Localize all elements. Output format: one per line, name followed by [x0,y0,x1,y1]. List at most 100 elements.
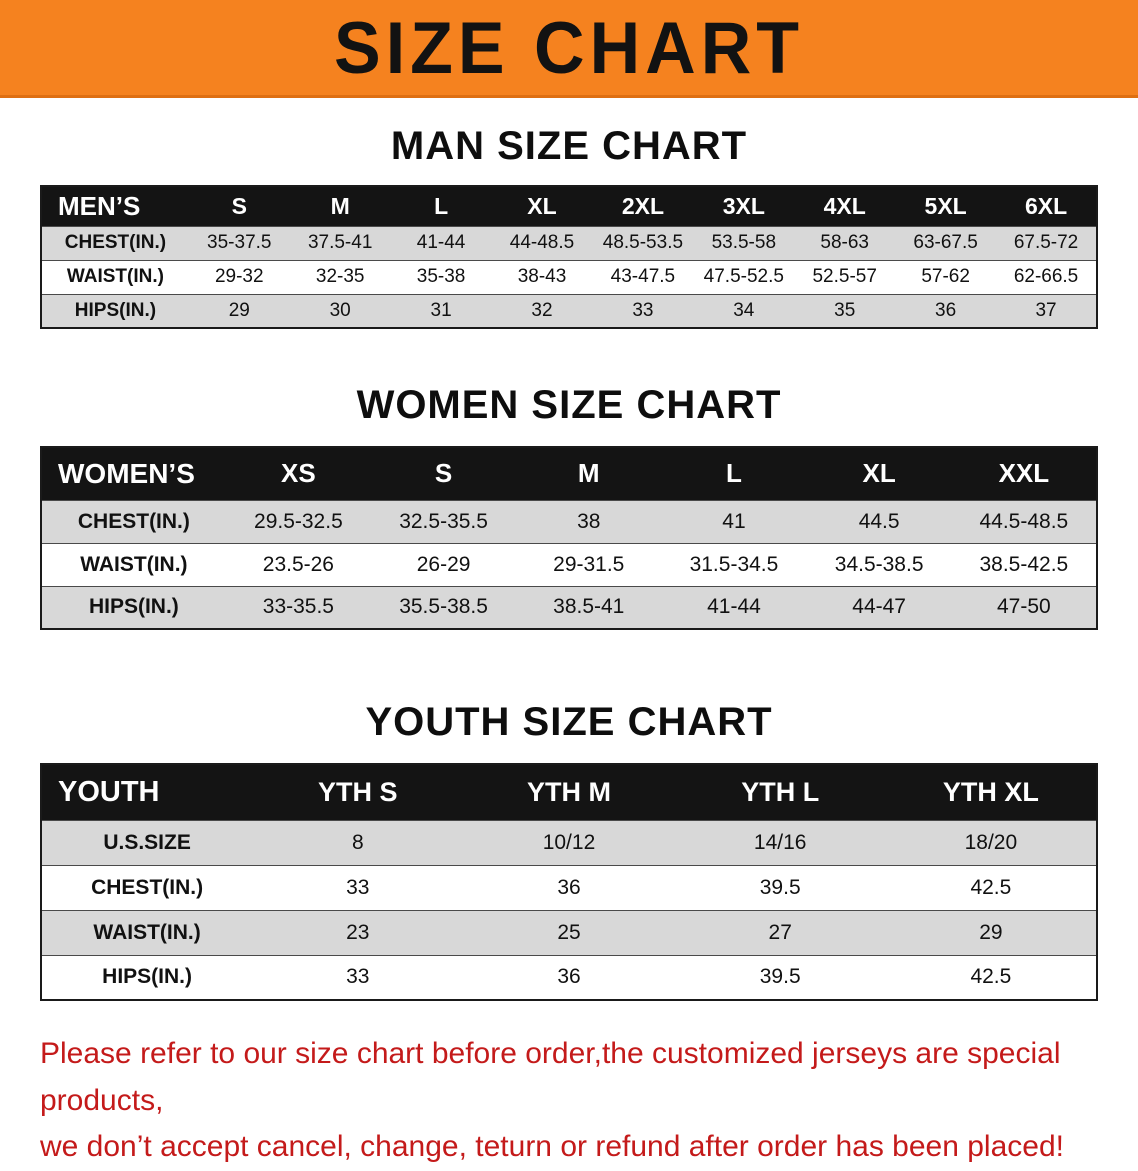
size-value-cell: 44.5 [806,499,952,544]
table-row: HIPS(IN.) 29 30 31 32 33 34 35 36 37 [41,293,1097,329]
size-value-cell: 35 [794,293,896,329]
table-header-row: MEN’S S M L XL 2XL 3XL 4XL 5XL 6XL [41,186,1097,226]
size-column-header: S [188,186,290,226]
disclaimer-line-1: Please refer to our size chart before or… [40,1037,1061,1117]
size-column-header: 6XL [996,186,1097,226]
size-value-cell: 38-43 [491,259,593,295]
size-value-cell: 33 [252,954,464,1001]
size-value-cell: 47-50 [951,585,1097,630]
size-value-cell: 32 [491,293,593,329]
size-value-cell: 18/20 [885,819,1097,866]
size-value-cell: 38 [516,499,662,544]
size-value-cell: 25 [463,909,675,956]
table-row: WAIST(IN.) 23 25 27 29 [41,909,1097,956]
disclaimer-text: Please refer to our size chart before or… [40,1031,1100,1171]
table-row: HIPS(IN.) 33 36 39.5 42.5 [41,954,1097,1001]
size-value-cell: 29-31.5 [516,542,662,587]
row-label-cell: HIPS(IN.) [41,585,226,630]
size-value-cell: 32-35 [289,259,391,295]
size-value-cell: 47.5-52.5 [693,259,795,295]
size-value-cell: 42.5 [885,954,1097,1001]
size-value-cell: 34.5-38.5 [806,542,952,587]
size-value-cell: 14/16 [674,819,886,866]
section-men: MAN SIZE CHART MEN’S S M L XL 2XL 3XL 4XL 5XL 6XL… [0,124,1138,329]
row-label-cell: CHEST(IN.) [41,864,253,911]
size-value-cell: 35-38 [390,259,492,295]
size-value-cell: 29.5-32.5 [225,499,371,544]
size-value-cell: 67.5-72 [996,225,1097,261]
size-value-cell: 48.5-53.5 [592,225,694,261]
size-column-header: L [661,447,807,500]
size-value-cell: 52.5-57 [794,259,896,295]
size-value-cell: 32.5-35.5 [370,499,517,544]
size-value-cell: 29 [885,909,1097,956]
size-value-cell: 41 [661,499,807,544]
size-column-header: L [390,186,492,226]
row-label-cell: WAIST(IN.) [41,909,253,956]
table-row: U.S.SIZE 8 10/12 14/16 18/20 [41,819,1097,866]
size-value-cell: 33-35.5 [225,585,371,630]
size-value-cell: 44-48.5 [491,225,593,261]
table-row: WAIST(IN.) 23.5-26 26-29 29-31.5 31.5-34.5 34… [41,542,1097,587]
size-column-header: 5XL [895,186,997,226]
size-value-cell: 63-67.5 [895,225,997,261]
men-section-heading: MAN SIZE CHART [390,124,748,168]
size-column-header: 3XL [693,186,795,226]
size-column-header: 2XL [592,186,694,226]
section-women: WOMEN SIZE CHART WOMEN’S XS S M L XL XXL CHEST(… [0,383,1138,630]
row-label-cell: HIPS(IN.) [41,293,189,329]
size-value-cell: 23 [252,909,464,956]
table-row: WAIST(IN.) 29-32 32-35 35-38 38-43 43-47.5 47.… [41,259,1097,295]
table-title-cell: MEN’S [41,186,189,226]
size-value-cell: 23.5-26 [225,542,371,587]
table-row: CHEST(IN.) 35-37.5 37.5-41 41-44 44-48.5 48.5… [41,225,1097,261]
table-row: CHEST(IN.) 33 36 39.5 42.5 [41,864,1097,911]
size-value-cell: 44.5-48.5 [951,499,1097,544]
size-value-cell: 36 [463,864,675,911]
size-value-cell: 35.5-38.5 [370,585,517,630]
size-value-cell: 33 [252,864,464,911]
size-value-cell: 26-29 [370,542,517,587]
size-value-cell: 30 [289,293,391,329]
row-label-cell: CHEST(IN.) [41,499,226,544]
size-value-cell: 41-44 [661,585,807,630]
size-column-header: XL [806,447,952,500]
size-value-cell: 31 [390,293,492,329]
size-value-cell: 53.5-58 [693,225,795,261]
size-value-cell: 39.5 [674,864,886,911]
women-section-heading: WOMEN SIZE CHART [356,383,782,427]
table-header-row: WOMEN’S XS S M L XL XXL [41,447,1097,500]
size-value-cell: 31.5-34.5 [661,542,807,587]
row-label-cell: WAIST(IN.) [41,259,189,295]
size-column-header: M [516,447,662,500]
size-value-cell: 39.5 [674,954,886,1001]
row-label-cell: HIPS(IN.) [41,954,253,1001]
size-value-cell: 42.5 [885,864,1097,911]
size-value-cell: 34 [693,293,795,329]
size-value-cell: 29-32 [188,259,290,295]
table-title-cell: YOUTH [41,764,253,820]
row-label-cell: CHEST(IN.) [41,225,189,261]
table-row: HIPS(IN.) 33-35.5 35.5-38.5 38.5-41 41-44 44-… [41,585,1097,630]
men-size-table: MEN’S S M L XL 2XL 3XL 4XL 5XL 6XL CHEST(IN.) 35-37… [40,185,1098,329]
banner-title: SIZE CHART [334,6,804,89]
size-value-cell: 35-37.5 [188,225,290,261]
section-youth: YOUTH SIZE CHART YOUTH YTH S YTH M YTH L YTH… [0,700,1138,1001]
size-value-cell: 62-66.5 [996,259,1097,295]
size-column-header: M [289,186,391,226]
size-value-cell: 58-63 [794,225,896,261]
youth-section-heading: YOUTH SIZE CHART [365,700,773,744]
size-value-cell: 36 [895,293,997,329]
table-header-row: YOUTH YTH S YTH M YTH L YTH XL [41,764,1097,820]
women-size-table: WOMEN’S XS S M L XL XXL CHEST(IN.) 29.5-32.5 32.5… [40,446,1098,630]
size-value-cell: 36 [463,954,675,1001]
youth-size-table: YOUTH YTH S YTH M YTH L YTH XL U.S.SIZE 8 10/12… [40,763,1098,1001]
size-chart-banner: SIZE CHART [0,0,1138,98]
size-column-header: YTH L [674,764,886,820]
size-value-cell: 29 [188,293,290,329]
size-value-cell: 57-62 [895,259,997,295]
size-value-cell: 27 [674,909,886,956]
size-column-header: XS [225,447,371,500]
size-value-cell: 37 [996,293,1097,329]
size-column-header: YTH XL [885,764,1097,820]
